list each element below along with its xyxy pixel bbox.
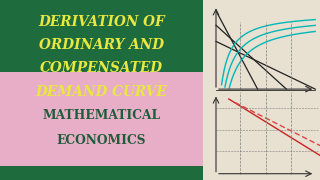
Text: DERIVATION OF: DERIVATION OF — [38, 15, 165, 29]
Bar — [0, 72, 203, 166]
Bar — [203, 0, 320, 180]
Text: COMPENSATED: COMPENSATED — [40, 61, 163, 75]
Bar — [0, 166, 203, 180]
Bar — [0, 0, 203, 72]
Text: ORDINARY AND: ORDINARY AND — [39, 38, 164, 52]
Text: ECONOMICS: ECONOMICS — [57, 134, 146, 147]
Text: MATHEMATICAL: MATHEMATICAL — [43, 109, 161, 122]
Text: DEMAND CURVE: DEMAND CURVE — [36, 85, 167, 99]
